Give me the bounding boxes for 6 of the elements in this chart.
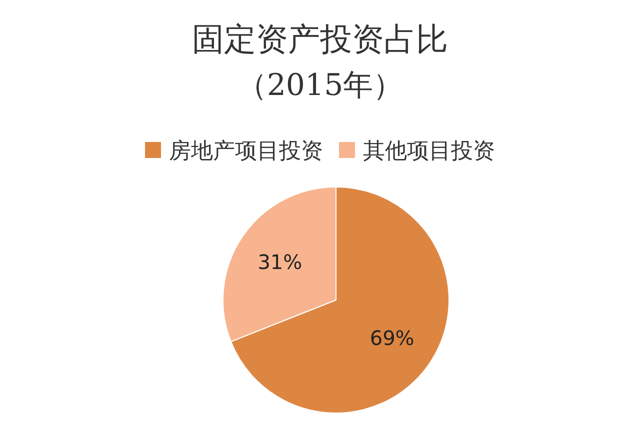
legend-label: 房地产项目投资: [169, 139, 323, 164]
data-label: 31%: [258, 250, 302, 274]
chart-title: 固定资产投资占比: [192, 20, 448, 58]
legend-label: 其他项目投资: [363, 139, 495, 164]
data-label: 69%: [370, 326, 414, 350]
chart-subtitle: （2015年）: [236, 68, 404, 103]
